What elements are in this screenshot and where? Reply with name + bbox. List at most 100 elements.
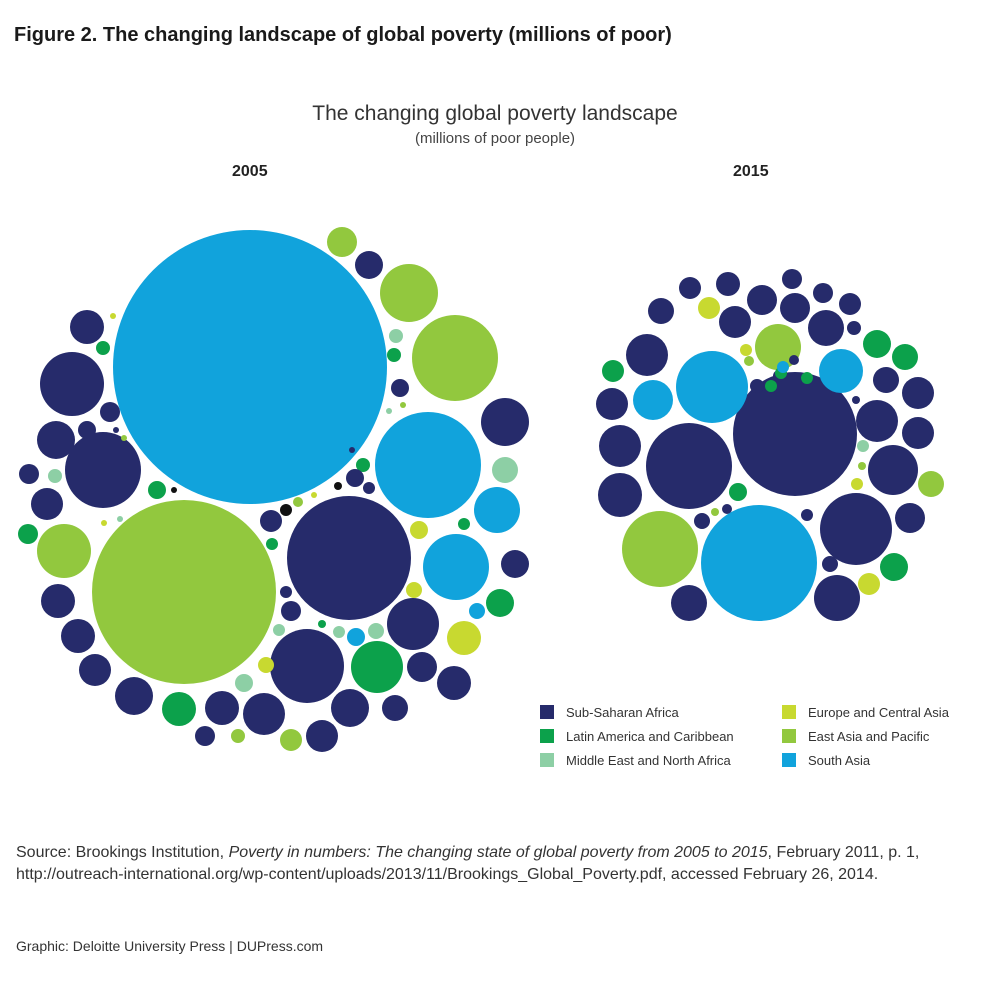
bubble-2005 xyxy=(37,421,75,459)
bubble-2015 xyxy=(698,297,720,319)
bubble-2015 xyxy=(852,396,860,404)
bubble-2015 xyxy=(880,553,908,581)
source-title: Poverty in numbers: The changing state o… xyxy=(228,844,768,861)
bubble-2005 xyxy=(406,582,422,598)
bubble-2005 xyxy=(389,329,403,343)
bubble-2015 xyxy=(851,478,863,490)
bubble-2005 xyxy=(311,492,317,498)
bubble-2005 xyxy=(195,726,215,746)
legend-label: Europe and Central Asia xyxy=(808,705,949,720)
bubble-2015 xyxy=(819,349,863,393)
legend-swatch xyxy=(540,729,554,743)
bubble-2005 xyxy=(469,603,485,619)
bubble-2005 xyxy=(92,500,276,684)
bubble-2015 xyxy=(873,367,899,393)
bubble-2005 xyxy=(347,628,365,646)
bubble-2005 xyxy=(171,487,177,493)
bubble-2005 xyxy=(412,315,498,401)
bubble-2005 xyxy=(346,469,364,487)
legend-item: Middle East and North Africa xyxy=(540,753,731,768)
bubble-2015 xyxy=(719,306,751,338)
bubble-2005 xyxy=(115,677,153,715)
bubble-2005 xyxy=(474,487,520,533)
bubble-2005 xyxy=(37,524,91,578)
bubble-2015 xyxy=(902,417,934,449)
bubble-2005 xyxy=(318,620,326,628)
bubble-2005 xyxy=(270,629,344,703)
bubble-2015 xyxy=(750,379,764,393)
bubble-2015 xyxy=(839,293,861,315)
bubble-2005 xyxy=(19,464,39,484)
bubble-2005 xyxy=(327,227,357,257)
bubble-2015 xyxy=(740,344,752,356)
legend-label: Sub-Saharan Africa xyxy=(566,705,679,720)
panel-label-2005: 2005 xyxy=(232,163,268,180)
bubble-2005 xyxy=(410,521,428,539)
bubble-2015 xyxy=(801,372,813,384)
legend-label: Latin America and Caribbean xyxy=(566,729,734,744)
bubble-2015 xyxy=(868,445,918,495)
bubble-2015 xyxy=(711,508,719,516)
chart-title: The changing global poverty landscape xyxy=(312,102,678,125)
legend-item: East Asia and Pacific xyxy=(782,729,929,744)
legend-item: South Asia xyxy=(782,753,870,768)
bubble-2005 xyxy=(351,641,403,693)
legend-swatch xyxy=(782,729,796,743)
bubble-2005 xyxy=(260,510,282,532)
legend-swatch xyxy=(540,705,554,719)
bubble-2005 xyxy=(733,372,857,496)
bubble-2005 xyxy=(231,729,245,743)
bubble-2005 xyxy=(306,720,338,752)
bubble-2015 xyxy=(820,493,892,565)
legend-item: Europe and Central Asia xyxy=(782,705,949,720)
bubble-2005 xyxy=(380,264,438,322)
bubble-2005 xyxy=(235,674,253,692)
bubble-2015 xyxy=(626,334,668,376)
bubble-2005 xyxy=(437,666,471,700)
bubble-2015 xyxy=(863,330,891,358)
source-note: Source: Brookings Institution, Poverty i… xyxy=(16,842,976,886)
bubble-2005 xyxy=(368,623,384,639)
legend-label: East Asia and Pacific xyxy=(808,729,930,744)
bubble-2005 xyxy=(65,432,141,508)
bubble-2015 xyxy=(892,344,918,370)
bubble-2015 xyxy=(780,293,810,323)
legend-item: Sub-Saharan Africa xyxy=(540,705,679,720)
bubble-2005 xyxy=(205,691,239,725)
bubble-2015 xyxy=(729,483,747,501)
bubble-2005 xyxy=(48,469,62,483)
bubble-2015 xyxy=(596,388,628,420)
bubble-2005 xyxy=(382,695,408,721)
bubble-2015 xyxy=(822,556,838,572)
bubble-2015 xyxy=(858,462,866,470)
bubble-2005 xyxy=(349,447,355,453)
source-suffix: , February 2011, p. 1, http://outreach-i… xyxy=(16,844,920,883)
bubble-2005 xyxy=(110,313,116,319)
legend-label: Middle East and North Africa xyxy=(566,753,731,768)
bubble-2005 xyxy=(78,421,96,439)
bubble-2005 xyxy=(407,652,437,682)
bubble-2005 xyxy=(333,626,345,638)
bubble-2015 xyxy=(676,351,748,423)
bubble-2005 xyxy=(162,692,196,726)
bubble-2015 xyxy=(599,425,641,467)
bubble-2015 xyxy=(902,377,934,409)
bubble-2015 xyxy=(747,285,777,315)
panel-label-2015: 2015 xyxy=(733,163,769,180)
bubble-2005 xyxy=(387,598,439,650)
bubble-2005 xyxy=(121,435,127,441)
legend-label: South Asia xyxy=(808,753,871,768)
bubble-2015 xyxy=(671,585,707,621)
bubble-2005 xyxy=(280,586,292,598)
bubble-2005 xyxy=(501,550,529,578)
bubble-2005 xyxy=(243,693,285,735)
bubble-2005 xyxy=(386,408,392,414)
bubble-2005 xyxy=(375,412,481,518)
bubble-2015 xyxy=(814,575,860,621)
legend-swatch xyxy=(540,753,554,767)
graphic-credit: Graphic: Deloitte University Press | DUP… xyxy=(16,938,324,954)
bubble-2005 xyxy=(447,621,481,655)
bubble-2015 xyxy=(744,356,754,366)
bubble-2005 xyxy=(331,689,369,727)
bubble-2005 xyxy=(458,518,470,530)
